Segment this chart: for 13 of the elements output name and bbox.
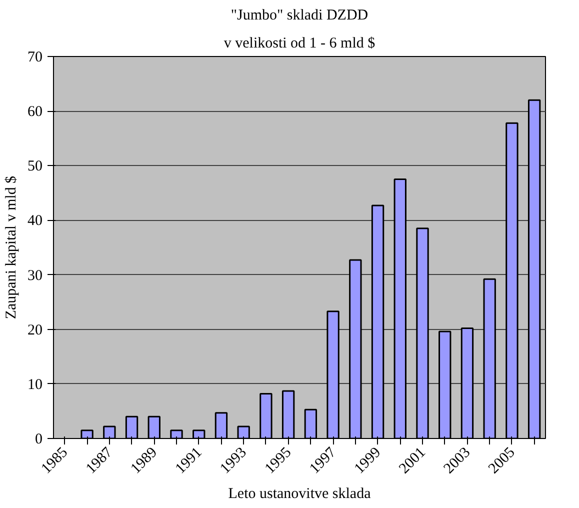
y-tick-label: 70 <box>28 50 42 66</box>
y-tick-label: 50 <box>28 158 42 175</box>
chart-title: "Jumbo" skladi DZDD <box>230 8 368 24</box>
y-tick-label: 10 <box>28 376 42 393</box>
chart-subtitle: v velikosti od 1 - 6 mld $ <box>224 36 376 52</box>
y-axis-title: Zaupani kapital v mld $ <box>4 175 20 320</box>
x-axis-title: Leto ustanovitve sklada <box>228 486 372 502</box>
x-tick-label: 1991 <box>172 444 206 478</box>
y-tick-label: 60 <box>28 104 42 120</box>
y-tick-label: 0 <box>35 432 42 448</box>
y-tick-label: 30 <box>28 268 42 284</box>
y-tick-label: 40 <box>28 213 42 230</box>
y-tick-label: 20 <box>28 322 42 338</box>
